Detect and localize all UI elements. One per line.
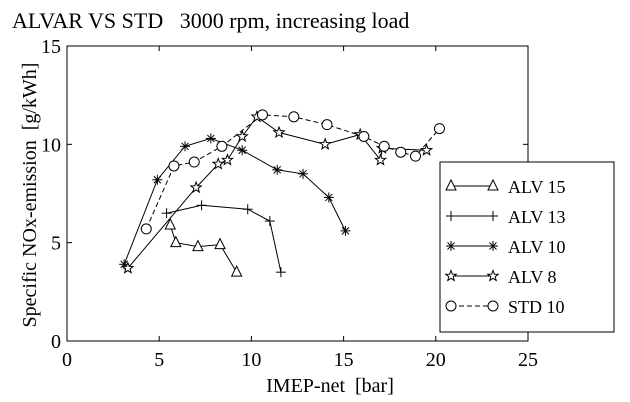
data-point bbox=[272, 125, 286, 139]
data-point bbox=[323, 192, 334, 203]
legend-label: ALV 13 bbox=[508, 207, 566, 227]
series-line bbox=[145, 114, 440, 230]
legend-label: ALV 10 bbox=[508, 237, 566, 257]
data-point bbox=[318, 137, 332, 150]
legend-item: ALV 10 bbox=[446, 237, 566, 257]
data-point bbox=[237, 145, 248, 156]
legend-item: ALV 15 bbox=[445, 177, 566, 197]
data-point bbox=[169, 235, 182, 248]
data-point bbox=[192, 239, 204, 252]
x-tick-label: 5 bbox=[154, 349, 164, 371]
data-point bbox=[433, 123, 445, 135]
data-point bbox=[211, 157, 225, 170]
series-line bbox=[169, 224, 238, 273]
data-point bbox=[446, 211, 456, 221]
data-point bbox=[140, 223, 152, 235]
series-line bbox=[166, 204, 282, 273]
data-point bbox=[488, 241, 498, 251]
series-line bbox=[123, 137, 346, 265]
series-layer bbox=[119, 109, 445, 278]
data-point bbox=[446, 241, 456, 251]
x-tick-label: 0 bbox=[62, 349, 72, 371]
data-point bbox=[220, 153, 235, 166]
y-tick-label: 5 bbox=[51, 233, 61, 255]
data-point bbox=[298, 168, 309, 179]
data-point bbox=[487, 300, 499, 312]
data-point bbox=[205, 133, 216, 144]
data-point bbox=[264, 216, 275, 227]
y-tick-label: 10 bbox=[41, 134, 61, 156]
legend-item: ALV 13 bbox=[446, 207, 566, 227]
series-alv-13 bbox=[161, 200, 286, 278]
data-point bbox=[378, 140, 390, 152]
data-point bbox=[487, 178, 499, 191]
data-point bbox=[214, 237, 226, 250]
legend-item: STD 10 bbox=[445, 297, 565, 317]
data-point bbox=[180, 141, 191, 152]
y-tick-label: 0 bbox=[51, 331, 61, 353]
data-point bbox=[189, 180, 203, 194]
data-point bbox=[164, 217, 177, 230]
x-axis: 0 5 10 15 20 25 bbox=[62, 46, 538, 371]
data-point bbox=[216, 140, 228, 152]
legend: ALV 15 ALV 13 ALV 10 ALV 8 STD 10 bbox=[439, 161, 615, 333]
data-point bbox=[230, 265, 243, 277]
x-tick-label: 20 bbox=[426, 349, 446, 371]
data-point bbox=[445, 300, 457, 312]
data-point bbox=[235, 129, 249, 143]
series-alv-8 bbox=[121, 109, 434, 274]
data-point bbox=[256, 109, 268, 121]
series-std-10 bbox=[140, 109, 445, 235]
legend-label: STD 10 bbox=[508, 297, 565, 317]
data-point bbox=[161, 208, 172, 219]
data-point bbox=[358, 130, 370, 142]
y-tick-label: 15 bbox=[41, 36, 61, 58]
data-point bbox=[373, 153, 388, 166]
data-point bbox=[419, 143, 434, 156]
series-alv-15 bbox=[164, 217, 243, 277]
data-point bbox=[152, 174, 163, 185]
data-point bbox=[275, 267, 286, 278]
series-alv-10 bbox=[119, 133, 351, 270]
data-point bbox=[444, 269, 458, 282]
data-point bbox=[321, 119, 333, 131]
x-tick-label: 25 bbox=[518, 349, 538, 371]
legend-item: ALV 8 bbox=[444, 267, 557, 287]
y-axis-label: Specific NOx-emission [g/kWh] bbox=[19, 63, 41, 328]
legend-box bbox=[439, 161, 615, 333]
legend-label: ALV 8 bbox=[508, 267, 557, 287]
legend-label: ALV 15 bbox=[508, 177, 566, 197]
data-point bbox=[410, 150, 422, 162]
data-point bbox=[121, 261, 135, 274]
data-point bbox=[288, 111, 300, 123]
chart-title: ALVAR VS STD 3000 rpm, increasing load bbox=[12, 8, 409, 33]
data-point bbox=[445, 178, 457, 191]
data-point bbox=[486, 269, 500, 282]
data-point bbox=[488, 211, 498, 221]
data-point bbox=[395, 146, 407, 158]
x-tick-label: 10 bbox=[241, 349, 261, 371]
data-point bbox=[340, 225, 351, 236]
data-point bbox=[242, 204, 253, 215]
y-axis: 0 5 10 15 bbox=[41, 36, 528, 353]
x-axis-label: IMEP-net [bar] bbox=[266, 375, 394, 397]
data-point bbox=[196, 200, 207, 211]
data-point bbox=[168, 160, 180, 172]
data-point bbox=[188, 156, 200, 168]
x-tick-label: 15 bbox=[334, 349, 354, 371]
data-point bbox=[272, 164, 283, 175]
